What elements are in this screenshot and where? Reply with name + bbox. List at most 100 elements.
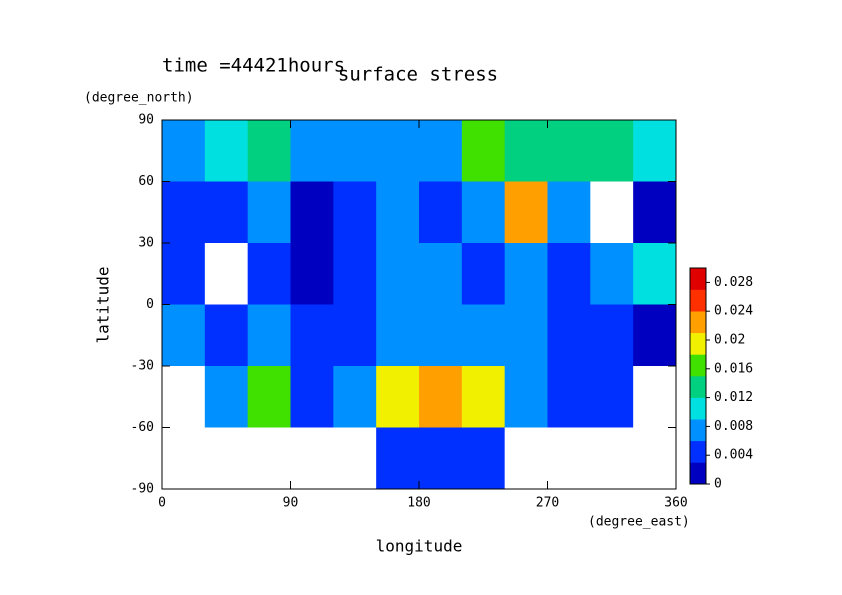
- chart-title: surface stress: [338, 64, 498, 86]
- y-tick-label: 60: [138, 174, 154, 189]
- field-cell: [419, 366, 463, 428]
- field-cell: [419, 304, 463, 367]
- field-cell: [547, 304, 591, 367]
- field-cell: [461, 120, 506, 182]
- field-cell: [247, 427, 291, 490]
- field-cell: [333, 366, 377, 428]
- field-cell: [376, 427, 420, 490]
- field-cell: [290, 304, 334, 367]
- field-cell: [204, 120, 249, 182]
- y-tick-label: -90: [131, 482, 154, 497]
- colorbar-tick-label: 0.028: [714, 275, 753, 290]
- colorbar-tick-label: 0.008: [714, 419, 753, 434]
- field-cell: [376, 120, 420, 182]
- field-cell: [419, 120, 463, 182]
- axes: 0 90 180 270 360 -90 -60 -30 0 30 60 90 0 0.004 0.008 0…: [131, 113, 754, 511]
- y-tick-label: 0: [146, 297, 154, 312]
- field-cell: [633, 427, 677, 490]
- field-cell: [590, 120, 634, 182]
- field-cell: [633, 366, 677, 428]
- y-unit: (degree_north): [84, 91, 194, 106]
- field-cell: [162, 304, 206, 367]
- field-cell: [204, 366, 249, 428]
- field-cell: [504, 304, 548, 367]
- field-cell: [376, 243, 420, 305]
- subtitle: time =44421hours: [162, 55, 345, 77]
- y-tick-label: -30: [131, 359, 154, 374]
- field-cell: [247, 181, 291, 244]
- field-cell: [333, 427, 377, 490]
- field-cell: [247, 120, 291, 182]
- field-cell: [204, 304, 249, 367]
- field-cell: [162, 366, 206, 428]
- colorbar-tick-label: 0: [714, 477, 722, 492]
- field-cell: [333, 120, 377, 182]
- field-cell: [633, 120, 677, 182]
- colorbar-tick-label: 0.004: [714, 448, 753, 463]
- field-cell: [204, 427, 249, 490]
- field-cell: [290, 181, 334, 244]
- field-cell: [547, 427, 591, 490]
- field-cell: [247, 243, 291, 305]
- field-cell: [376, 181, 420, 244]
- field-cell: [204, 181, 249, 244]
- field-cell: [461, 243, 506, 305]
- colorbar-tick-label: 0.012: [714, 390, 753, 405]
- colorbar-tick-label: 0.024: [714, 304, 753, 319]
- field-cell: [590, 181, 634, 244]
- colorbar-swatch: [690, 419, 706, 442]
- field-cell: [461, 427, 506, 490]
- field-cell: [504, 120, 548, 182]
- colorbar-swatch: [690, 268, 706, 290]
- x-tick-label: 90: [283, 496, 299, 511]
- field-cell: [547, 120, 591, 182]
- field-cell: [162, 120, 206, 182]
- y-tick-label: -60: [131, 420, 154, 435]
- field-cell: [290, 366, 334, 428]
- colorbar-swatch: [690, 376, 706, 398]
- colorbar-frame: [689, 267, 707, 485]
- field-cell: [419, 427, 463, 490]
- field-cell: [290, 243, 334, 305]
- field-cell: [504, 427, 548, 490]
- colorbar-swatch: [690, 311, 706, 334]
- field-cell: [633, 181, 677, 244]
- field-cell: [461, 366, 506, 428]
- x-unit: (degree_east): [588, 515, 690, 530]
- field-cell: [590, 243, 634, 305]
- field-cell: [547, 181, 591, 244]
- field-cell: [504, 181, 548, 244]
- field-cell: [162, 181, 206, 244]
- field-cell: [376, 304, 420, 367]
- field-cell: [461, 304, 506, 367]
- x-tick-label: 360: [664, 496, 687, 511]
- x-tick-label: 180: [407, 496, 430, 511]
- colorbar-swatch: [690, 332, 706, 355]
- field-cell: [547, 366, 591, 428]
- field-cell: [204, 243, 249, 305]
- field-cell: [247, 366, 291, 428]
- x-axis-label: longitude: [376, 537, 463, 556]
- field-cell: [162, 243, 206, 305]
- field-cell: [333, 304, 377, 367]
- field-cell: [419, 181, 463, 244]
- field-cell: [247, 304, 291, 367]
- field-cell: [590, 366, 634, 428]
- field-cell: [504, 366, 548, 428]
- colorbar-swatch: [690, 289, 706, 312]
- x-tick-label: 0: [158, 496, 166, 511]
- field-cell: [590, 427, 634, 490]
- field-cell: [504, 243, 548, 305]
- y-tick-label: 90: [138, 113, 154, 128]
- colorbar-swatch: [690, 397, 706, 420]
- field-cell: [461, 181, 506, 244]
- field-cell: [419, 243, 463, 305]
- x-tick-label: 270: [536, 496, 559, 511]
- field-cell: [633, 243, 677, 305]
- y-tick-label: 30: [138, 236, 154, 251]
- colorbar-swatch: [690, 462, 706, 485]
- field-cell: [547, 243, 591, 305]
- field: [162, 120, 677, 490]
